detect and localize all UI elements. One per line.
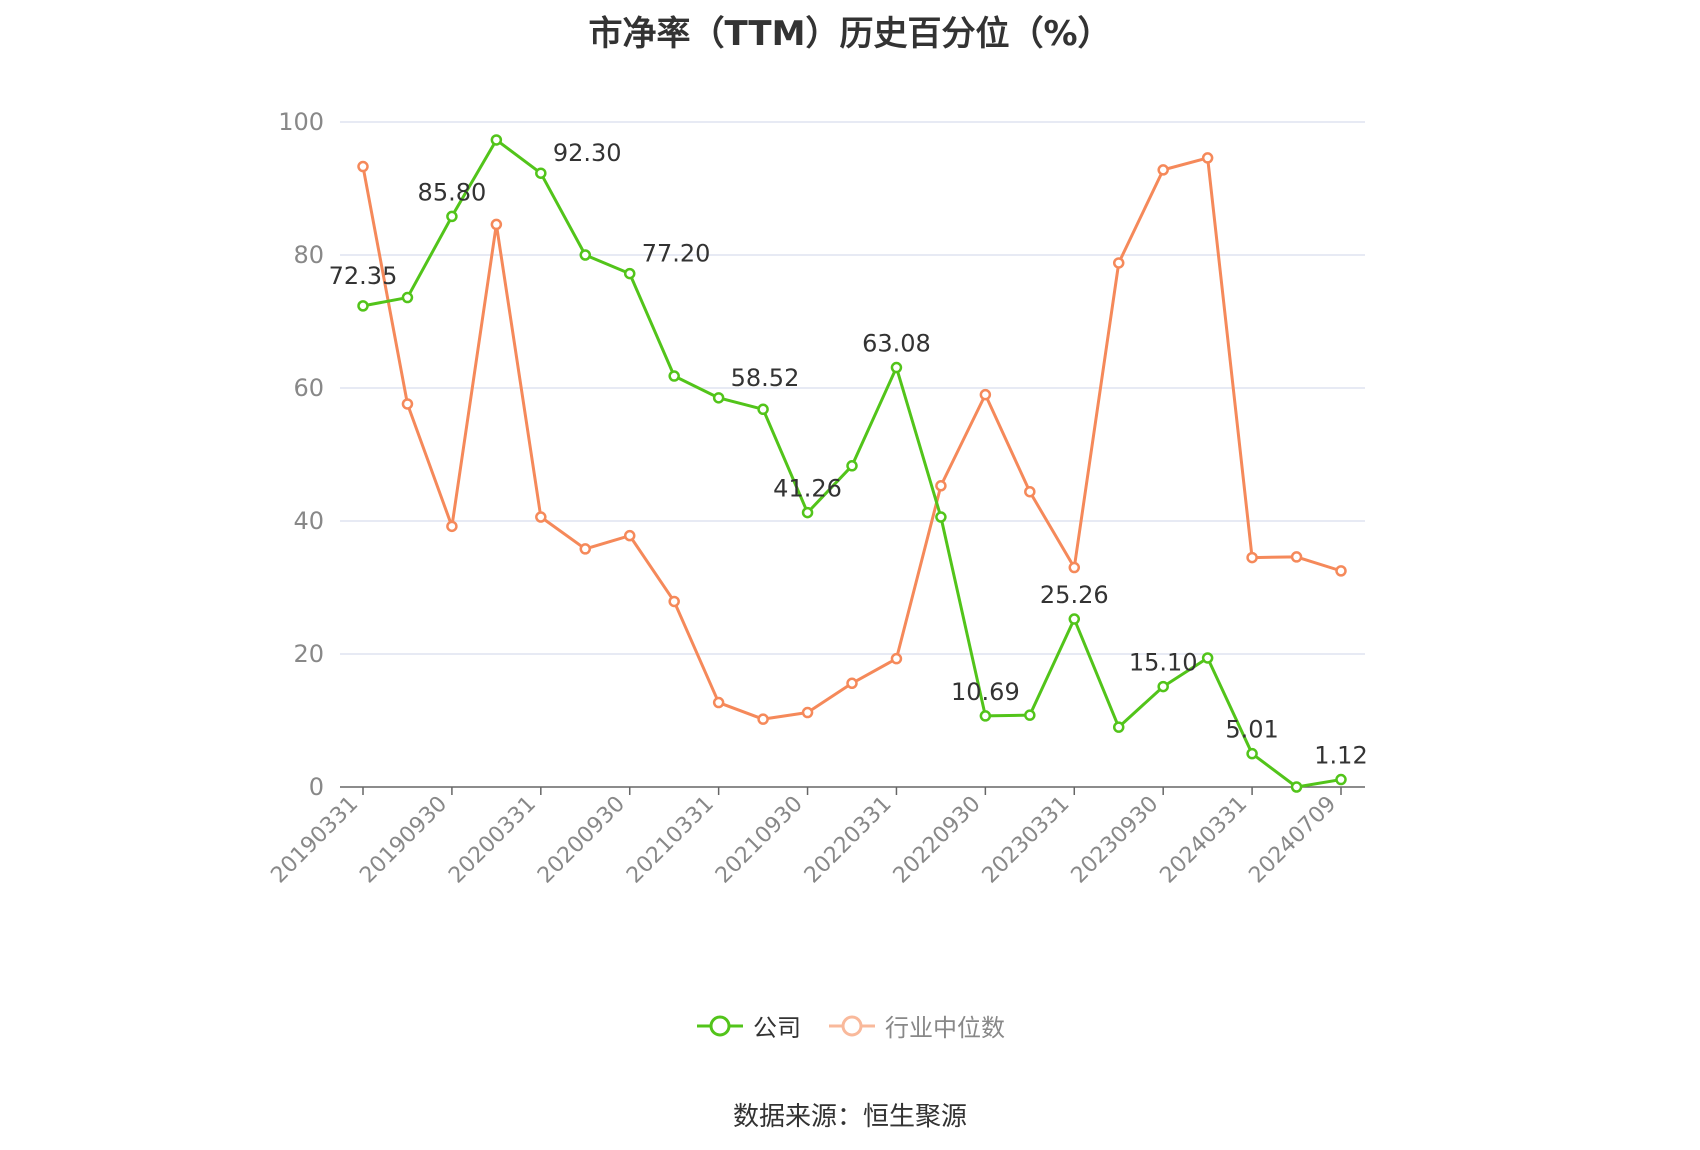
data-point-industry-16 [1068,561,1081,574]
data-point-company-21 [1290,781,1303,793]
data-point-industry-12 [890,652,903,665]
data-label-company-2: 85.80 [418,178,487,206]
data-label-company-10: 41.26 [773,475,842,503]
data-point-company-3 [490,134,503,146]
y-tick-label-40: 40 [293,507,324,535]
y-tick-label-0: 0 [309,773,324,801]
data-point-company-13 [935,511,947,523]
data-point-company-7 [668,370,680,382]
series-line-industry [361,156,1342,721]
data-point-industry-5 [579,543,592,555]
data-point-industry-15 [1024,485,1036,498]
data-point-company-12 [890,361,903,374]
data-point-company-8 [712,392,725,404]
data-point-industry-6 [623,529,636,542]
x-tick-label-0: 20190331 [266,792,363,889]
data-label-company-22: 1.12 [1314,742,1367,770]
data-label-company-4: 92.30 [553,139,622,167]
data-label-company-16: 25.26 [1040,581,1109,609]
y-tick-label-80: 80 [293,241,324,269]
data-point-company-4 [535,167,547,179]
data-point-company-1 [401,291,414,304]
data-point-industry-4 [535,511,547,523]
x-tick-label-6: 20200930 [533,792,630,889]
data-label-company-8: 58.52 [731,364,800,392]
grid-lines [340,121,1365,655]
x-tick-label-22: 20240709 [1244,792,1341,889]
data-point-industry-21 [1290,551,1303,563]
legend-label-industry: 行业中位数 [885,1014,1005,1042]
y-tick-label-60: 60 [293,374,324,402]
data-point-company-17 [1112,721,1125,733]
x-tick-label-14: 20220930 [889,792,986,889]
data-point-company-20 [1246,747,1258,760]
data-source: 数据来源：恒生聚源 [732,1102,967,1132]
data-point-industry-10 [801,706,814,719]
chart-title: 市净率（TTM）历史百分位（%） [588,14,1112,54]
y-tick-label-100: 100 [278,108,324,136]
y-tick-label-20: 20 [293,640,324,668]
legend-company-marker-icon [697,1015,743,1036]
data-point-industry-20 [1246,551,1258,564]
data-label-company-20: 5.01 [1225,716,1278,744]
x-tick-label-20: 20240331 [1155,792,1252,889]
legend-item-industry[interactable]: 行业中位数 [827,1008,1005,1043]
data-point-company-0 [357,300,369,312]
data-label-company-0: 72.35 [329,262,398,290]
data-label-company-14: 10.69 [951,678,1020,706]
data-point-industry-13 [935,480,947,492]
data-point-industry-8 [712,696,725,709]
data-points [357,134,1347,793]
x-tick-label-12: 20220331 [800,792,897,889]
data-point-company-15 [1024,709,1036,721]
data-point-industry-9 [757,713,769,725]
x-tick-label-10: 20210930 [711,792,808,889]
legend: 公司 行业中位数 [0,1008,1700,1043]
data-point-industry-7 [668,595,680,608]
data-point-company-11 [846,460,858,472]
data-label-company-18: 15.10 [1129,649,1198,677]
data-point-industry-0 [357,160,369,173]
data-point-industry-11 [846,677,858,690]
data-point-industry-1 [401,398,414,410]
data-point-industry-18 [1157,164,1169,176]
data-point-company-18 [1157,680,1169,693]
legend-label-company: 公司 [753,1014,801,1042]
line-chart: 0 20 40 60 80 100 2019033120190930202003312020… [266,108,1368,889]
data-point-company-2 [446,210,458,223]
data-point-company-9 [757,403,769,416]
data-point-industry-22 [1335,565,1347,577]
data-point-industry-19 [1201,152,1214,164]
data-point-industry-2 [446,520,458,533]
data-labels: 72.35 85.80 92.30 77.20 58.52 41.26 63.08 10.69… [329,139,1368,769]
data-point-company-19 [1201,652,1214,664]
data-point-company-16 [1068,613,1081,625]
legend-industry-marker-icon [829,1015,875,1036]
x-tick-label-16: 20230331 [978,792,1075,889]
x-tick-label-2: 20190930 [355,792,452,889]
data-point-industry-3 [490,218,503,231]
data-label-company-12: 63.08 [862,330,931,358]
data-point-industry-17 [1112,257,1125,269]
legend-item-company[interactable]: 公司 [695,1008,801,1043]
data-point-company-22 [1335,773,1347,786]
data-label-company-6: 77.20 [642,240,711,268]
data-point-company-14 [979,710,992,722]
data-point-company-5 [579,249,592,261]
x-tick-label-4: 20200331 [444,792,541,889]
x-tick-label-18: 20230930 [1067,792,1164,889]
x-tick-label-8: 20210331 [622,792,719,889]
data-point-industry-14 [979,388,992,401]
data-point-company-10 [801,506,814,519]
data-point-company-6 [623,267,636,280]
